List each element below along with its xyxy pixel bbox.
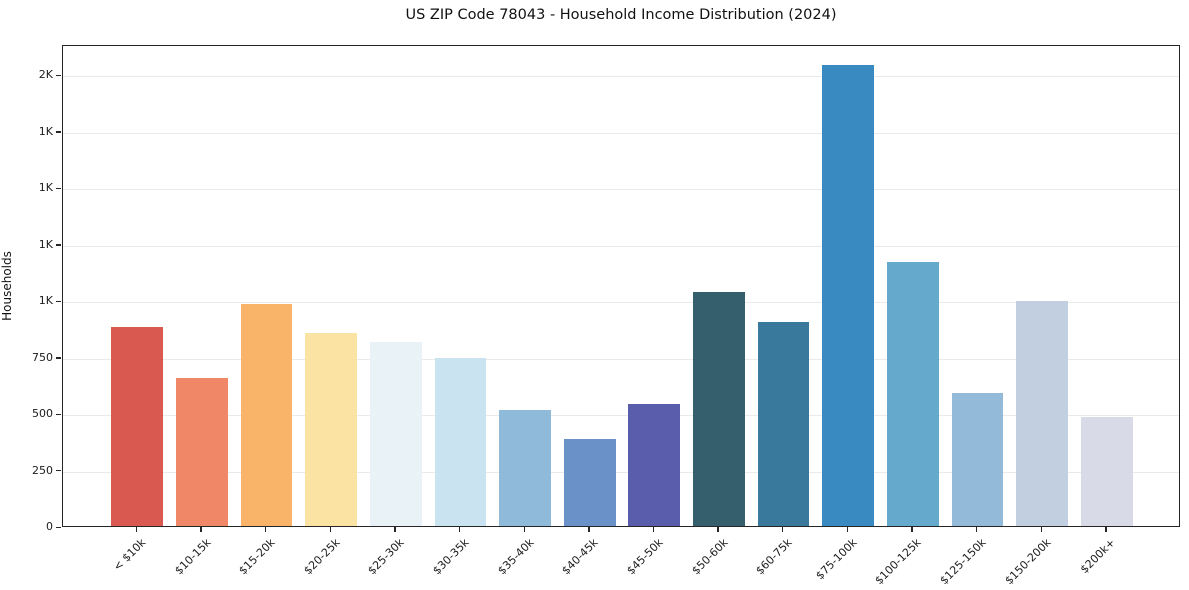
y-tick-label: 1K — [38, 237, 53, 251]
y-tick-label: 500 — [32, 407, 53, 421]
bar-50-60k — [693, 292, 745, 526]
y-tick-label: 250 — [32, 463, 53, 477]
x-tick-mark — [782, 527, 784, 532]
bar-10k — [111, 327, 164, 526]
x-tick-label: $125-150k — [937, 536, 989, 588]
x-tick-mark — [846, 527, 849, 532]
gridline — [63, 471, 1179, 473]
bar-200k — [1080, 416, 1133, 526]
bar-45-50k — [628, 404, 681, 526]
y-tick-label: 1K — [38, 124, 53, 138]
x-tick-label: $15-20k — [236, 536, 278, 578]
y-tick-mark — [56, 300, 61, 303]
x-tick-label: $50-60k — [688, 536, 731, 578]
x-tick-label: $60-75k — [753, 536, 795, 578]
x-tick-mark — [652, 527, 655, 532]
plot-area — [62, 45, 1180, 527]
x-tick-label: $75-100k — [813, 536, 860, 583]
x-tick-mark — [265, 527, 267, 532]
y-axis-label: Households — [0, 251, 14, 321]
x-tick-mark — [975, 527, 978, 532]
x-tick-label: $30-35k — [430, 536, 472, 578]
bar-40-45k — [563, 439, 616, 526]
x-tick-mark — [394, 527, 396, 532]
x-tick-label: $100-125k — [872, 536, 925, 588]
bar-25-30k — [369, 342, 422, 526]
x-tick-label: $150-200k — [1002, 536, 1054, 588]
gridline — [63, 358, 1179, 360]
bar-125-150k — [951, 392, 1004, 526]
bar-100-125k — [886, 261, 939, 526]
bar-75-100k — [822, 65, 875, 526]
bar-150-200k — [1016, 301, 1068, 526]
x-tick-mark — [329, 527, 332, 532]
x-tick-label: $200k+ — [1077, 536, 1118, 577]
gridline — [63, 76, 1179, 78]
x-tick-mark — [717, 527, 719, 532]
y-tick-mark — [56, 470, 61, 472]
chart-title: US ZIP Code 78043 - Household Income Dis… — [405, 7, 837, 23]
y-tick-label: 1K — [38, 181, 53, 195]
x-tick-label: $20-25k — [301, 536, 343, 578]
gridline — [63, 415, 1179, 417]
gridline — [63, 132, 1179, 134]
x-tick-mark — [911, 527, 913, 532]
x-tick-label: $10-15k — [171, 536, 214, 578]
bar-35-40k — [499, 409, 551, 526]
x-tick-mark — [200, 527, 202, 532]
y-tick-mark — [56, 74, 61, 77]
x-tick-mark — [1040, 527, 1042, 532]
y-tick-mark — [56, 244, 61, 246]
x-tick-mark — [523, 527, 525, 532]
bar-30-35k — [434, 357, 487, 526]
y-tick-mark — [56, 187, 61, 190]
bar-60-75k — [757, 321, 810, 526]
y-tick-label: 1K — [38, 294, 53, 308]
gridline — [63, 189, 1179, 191]
y-tick-mark — [56, 413, 61, 415]
x-tick-label: < $10k — [110, 536, 149, 574]
y-tick-mark — [56, 526, 61, 528]
gridline — [63, 245, 1179, 247]
x-tick-label: $40-45k — [559, 536, 601, 578]
x-tick-mark — [1105, 527, 1107, 532]
y-tick-mark — [56, 357, 61, 359]
x-tick-mark — [135, 527, 138, 532]
bar-20-25k — [305, 332, 358, 526]
bar-15-20k — [240, 303, 293, 526]
y-tick-mark — [56, 131, 61, 133]
x-tick-label: $25-30k — [365, 536, 408, 578]
x-tick-label: $35-40k — [494, 536, 537, 578]
y-tick-label: 750 — [32, 350, 53, 364]
x-tick-mark — [458, 527, 461, 532]
x-tick-label: $45-50k — [624, 536, 666, 578]
x-tick-mark — [588, 527, 590, 532]
bar-10-15k — [176, 378, 228, 526]
y-tick-label: 2K — [38, 68, 53, 82]
gridline — [63, 302, 1179, 304]
y-tick-label: 0 — [46, 520, 53, 533]
